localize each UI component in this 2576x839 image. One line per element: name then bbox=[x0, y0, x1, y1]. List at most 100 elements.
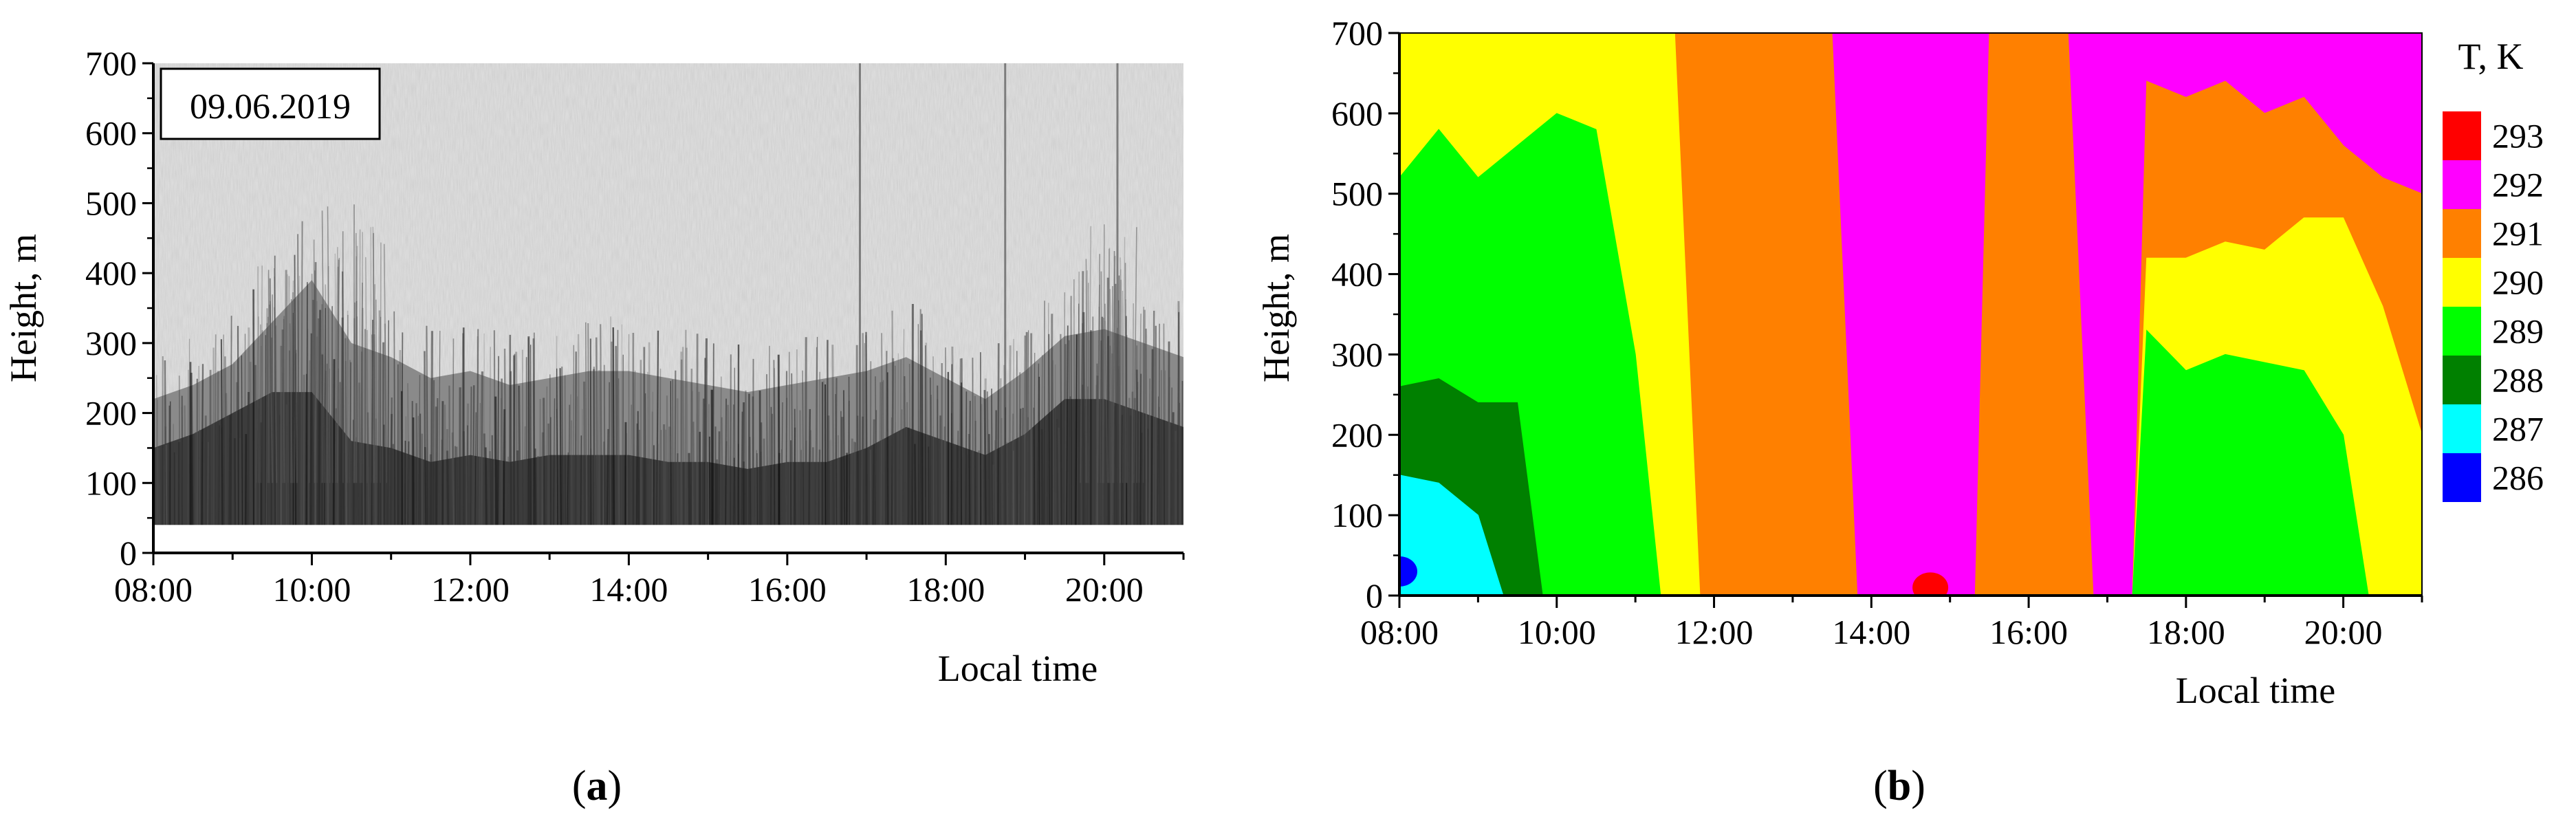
panel-a-echo-strand bbox=[210, 369, 212, 553]
panel-a-echo-plume bbox=[375, 299, 378, 483]
panel-a-echo-strand bbox=[1177, 301, 1181, 553]
panel-a-echo-strand bbox=[433, 380, 435, 553]
panel-a-echo-strand bbox=[302, 374, 305, 553]
panel-a-echo-strand bbox=[1145, 328, 1148, 553]
panel-a-echo-strand bbox=[477, 336, 479, 553]
panel-b-x-tick-label: 14:00 bbox=[1832, 613, 1910, 651]
panel-a-echo-plume bbox=[259, 345, 262, 483]
panel-a-echo-strand bbox=[430, 331, 434, 553]
panel-a-echo-strand bbox=[1063, 292, 1065, 553]
panel-b-spots bbox=[1399, 556, 1949, 596]
panel-a-echo-strand bbox=[214, 334, 217, 553]
panel-a-echo-plume bbox=[360, 282, 363, 483]
panel-a-echo-strand bbox=[305, 373, 307, 553]
panel-a-echo-strand bbox=[918, 309, 921, 553]
panel-a-echo-strand bbox=[393, 311, 396, 553]
panel-a-echo-strand bbox=[331, 305, 333, 553]
panel-a-echo-strand bbox=[1036, 363, 1040, 553]
panel-a-echo-strand bbox=[690, 369, 693, 553]
panel-a-echo-strand bbox=[1155, 325, 1157, 553]
panel-a-echo-plume bbox=[1109, 289, 1113, 483]
panel-a-echo-strand bbox=[880, 382, 883, 553]
panel-a-echo-plume bbox=[353, 302, 356, 483]
panel-a-echo-strand bbox=[823, 380, 825, 553]
panel-a-echo-strand bbox=[730, 354, 732, 553]
panel-a-echo-strand bbox=[593, 367, 596, 553]
panel-a-label-letter: a bbox=[587, 763, 608, 809]
panel-a-echo-strand bbox=[618, 378, 620, 553]
panel-a-echo-strand bbox=[1007, 345, 1012, 553]
panel-a-echo-plume bbox=[334, 253, 337, 483]
panel-a-echo-strand bbox=[891, 310, 895, 553]
panel-a-echo-strand bbox=[1148, 378, 1150, 553]
panel-a-echo-strand bbox=[1094, 384, 1098, 553]
panel-a-echo-plume bbox=[1119, 257, 1121, 483]
panel-a-echo-plume bbox=[1085, 259, 1088, 483]
panel-a-echo-plume bbox=[321, 210, 325, 483]
panel-a-echo-strand bbox=[216, 371, 219, 553]
colorbar: 286 287 288 289 290 291 292 293 bbox=[2443, 111, 2544, 502]
panel-a-echo-strand bbox=[345, 361, 347, 553]
panel-a-echo-strand bbox=[788, 351, 791, 553]
panel-a-echo-strand bbox=[349, 362, 352, 553]
panel-a-echo-strand bbox=[162, 356, 164, 553]
panel-b-y-tick-label: 300 bbox=[1331, 335, 1383, 373]
panel-a-echo-strand bbox=[932, 356, 935, 553]
panel-a-echo-strand bbox=[816, 336, 818, 553]
panel-a-echo-plume bbox=[1120, 279, 1122, 483]
panel-a-echo-strand bbox=[1070, 296, 1073, 553]
panel-a-echo-strand bbox=[1087, 283, 1089, 553]
panel-a-echo-strand bbox=[904, 375, 906, 553]
panel-a-y-tick-label: 300 bbox=[85, 324, 137, 362]
panel-a-echo-strand bbox=[220, 339, 223, 553]
panel-a-x-tick-label: 18:00 bbox=[906, 570, 985, 609]
panel-a-echo-strand bbox=[1110, 353, 1113, 553]
panel-a-echo-plume bbox=[257, 266, 259, 483]
panel-a-echo-strand bbox=[959, 358, 962, 553]
panel-a-echo-strand bbox=[1047, 303, 1049, 553]
panel-a-echo-strand bbox=[814, 347, 818, 553]
panel-a-echo-strand bbox=[1074, 334, 1078, 553]
panel-a-echo-plume bbox=[1097, 254, 1100, 483]
panel-b-x-axis-title: Local time bbox=[2176, 670, 2335, 711]
panel-a-echo-plume bbox=[1083, 322, 1087, 483]
panel-a-echo-strand bbox=[1177, 312, 1180, 553]
panel-a-echo-strand bbox=[318, 309, 322, 553]
panel-a-echo-strand bbox=[564, 375, 566, 553]
panel-a-echo-strand bbox=[501, 378, 503, 553]
panel-b-x-tick-label: 16:00 bbox=[1989, 613, 2068, 651]
panel-a-echo-plume bbox=[1102, 318, 1104, 483]
panel-a-echo-strand bbox=[802, 370, 805, 553]
colorbar-swatch bbox=[2443, 307, 2481, 356]
panel-a-echo-strand bbox=[274, 255, 276, 553]
panel-a-echo-plume bbox=[356, 246, 358, 483]
panel-a-echo-plume bbox=[290, 281, 294, 483]
panel-a-echo-strand bbox=[387, 320, 389, 553]
panel-b-band-291-292 bbox=[1974, 33, 2094, 596]
panel-a-y-tick-label: 500 bbox=[85, 184, 137, 222]
panel-a-echo-plume bbox=[295, 353, 298, 483]
panel-a-echo-plume bbox=[331, 306, 334, 483]
panel-a-echo-plume bbox=[269, 304, 273, 483]
panel-a-date-label: 09.06.2019 bbox=[190, 87, 351, 127]
panel-a-echo-strand bbox=[480, 371, 483, 553]
colorbar-level-label: 291 bbox=[2492, 215, 2544, 253]
panel-a-echo-plume bbox=[380, 242, 382, 483]
panel-a-echo-strand bbox=[712, 343, 714, 553]
panel-a-echo-strand bbox=[223, 334, 225, 553]
panel-a-date-box: 09.06.2019 bbox=[160, 67, 381, 140]
panel-a-echo-strand bbox=[309, 333, 312, 553]
panel-a-echo-strand bbox=[316, 318, 320, 553]
panel-a-echo-strand bbox=[719, 376, 722, 553]
panel-a-echo-strand bbox=[972, 358, 974, 553]
panel-a-echo-strand bbox=[407, 383, 410, 553]
panel-a-echo-plume bbox=[365, 257, 368, 483]
panel-a-echo-strand bbox=[1100, 340, 1102, 553]
panel-a-echo-strand bbox=[1052, 360, 1055, 553]
panel-a-echo-plume bbox=[347, 314, 349, 483]
panel-a-echo-strand bbox=[294, 254, 297, 553]
panel-a-echo-plume bbox=[268, 270, 270, 483]
panel-a-echo-plume bbox=[1122, 237, 1126, 483]
panel-a-echo-strand bbox=[1142, 309, 1146, 553]
panel-a-echo-strand bbox=[384, 323, 387, 553]
